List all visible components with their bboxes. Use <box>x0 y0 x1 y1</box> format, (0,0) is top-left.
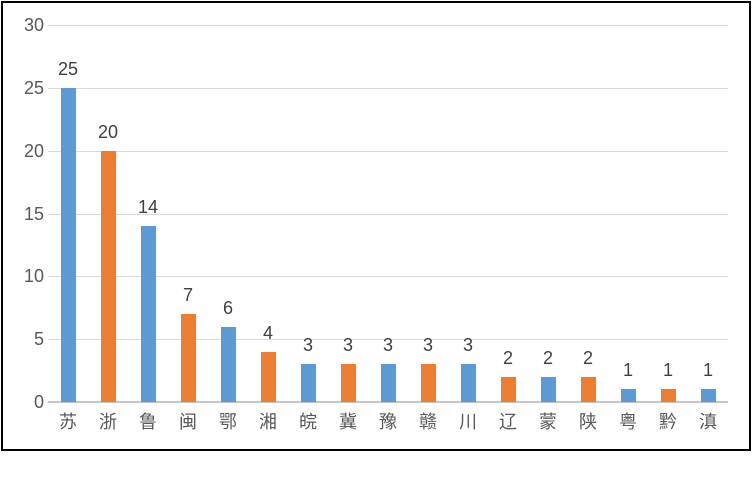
x-axis-category-label: 赣 <box>419 412 437 432</box>
x-axis-category-label: 陕 <box>579 412 597 432</box>
bar-data-label: 3 <box>342 335 353 356</box>
x-axis-category-label: 辽 <box>499 412 517 432</box>
x-axis-category-label: 苏 <box>59 412 77 432</box>
bar-data-label: 1 <box>702 360 713 381</box>
y-axis-tick-label: 30 <box>23 15 44 35</box>
bar-蒙 <box>540 376 556 402</box>
bar-data-label: 14 <box>137 197 159 218</box>
x-axis-category-label: 湘 <box>259 412 277 432</box>
bar-皖 <box>300 364 316 402</box>
bar-鲁 <box>140 226 156 402</box>
bar-浙 <box>100 150 116 402</box>
x-axis-category-label: 粤 <box>619 412 637 432</box>
bar-data-label: 3 <box>302 335 313 356</box>
gridline <box>48 25 728 26</box>
y-axis-tick-label: 25 <box>23 77 44 98</box>
bar-data-label: 1 <box>622 360 633 381</box>
bar-data-label: 2 <box>502 347 513 368</box>
bar-赣 <box>420 364 436 402</box>
chart-frame: 0 5 10 15 20 25 30 25 苏 20 浙 14 鲁 7 闽 6 鄂 4 湘 3 皖 3 冀 3 豫 3 赣 3 川 2 辽 2… <box>1 1 751 451</box>
bar-data-label: 1 <box>662 360 673 381</box>
y-axis-tick-label: 15 <box>23 203 44 224</box>
bar-data-label: 2 <box>582 347 593 368</box>
bar-黔 <box>660 389 676 402</box>
gridline <box>48 150 728 152</box>
bar-data-label: 20 <box>97 121 119 142</box>
x-axis-category-label: 滇 <box>699 412 717 432</box>
bar-川 <box>460 364 476 402</box>
bar-data-label: 3 <box>422 335 433 356</box>
gridline <box>48 87 728 89</box>
x-axis-category-label: 豫 <box>379 412 397 432</box>
y-axis-tick-label: 5 <box>33 329 44 350</box>
gridline <box>48 213 728 215</box>
bar-陕 <box>580 376 596 402</box>
bar-滇 <box>700 389 716 402</box>
gridline <box>48 339 728 341</box>
bar-粤 <box>620 389 636 402</box>
bar-data-label: 4 <box>262 322 273 343</box>
gridline <box>48 276 728 278</box>
bar-冀 <box>340 364 356 402</box>
bar-辽 <box>500 376 516 402</box>
x-axis-category-label: 鄂 <box>219 412 237 432</box>
x-axis-category-label: 黔 <box>659 412 677 432</box>
x-axis-category-label: 闽 <box>179 412 197 432</box>
x-axis-category-label: 浙 <box>99 412 117 432</box>
y-axis-tick-label: 0 <box>33 392 44 412</box>
x-axis-category-label: 皖 <box>299 412 317 432</box>
y-axis-tick-label: 10 <box>23 266 44 287</box>
x-axis-category-label: 鲁 <box>139 412 157 432</box>
bar-data-label: 6 <box>222 297 233 318</box>
bar-闽 <box>180 314 196 402</box>
x-axis-line <box>48 401 728 403</box>
bar-豫 <box>380 364 396 402</box>
bar-data-label: 3 <box>462 335 473 356</box>
bar-data-label: 3 <box>382 335 393 356</box>
bar-data-label: 2 <box>542 347 553 368</box>
x-axis-category-label: 冀 <box>339 412 357 432</box>
y-axis-tick-label: 20 <box>23 140 44 161</box>
x-axis-category-label: 川 <box>459 412 477 432</box>
bar-data-label: 25 <box>57 58 79 79</box>
bar-苏 <box>60 87 76 402</box>
x-axis-category-label: 蒙 <box>539 412 557 432</box>
bar-湘 <box>260 351 276 402</box>
bar-data-label: 7 <box>182 285 193 306</box>
bar-鄂 <box>220 326 236 402</box>
